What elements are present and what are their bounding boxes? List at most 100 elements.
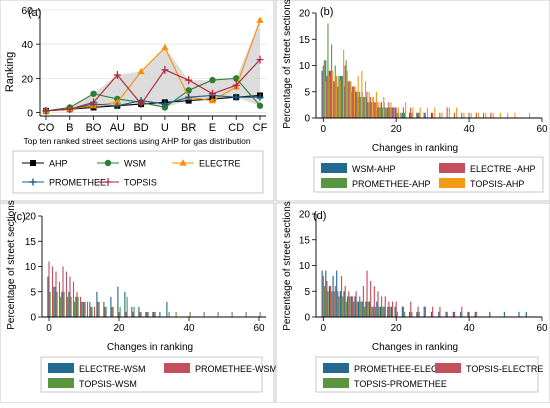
panel-a-xtick-label-bo: BO (86, 122, 102, 134)
panel-a-series-topsis-point-au (113, 70, 121, 79)
panel-c-legend-swatch-electre-wsm (48, 363, 74, 373)
panel-d-series-topsis-electre-bar-7 (348, 291, 350, 317)
panel-d-series-promethee-electre-bar-0 (321, 270, 323, 317)
panel-d-legend-swatch-promethee-electre (323, 363, 349, 373)
panel-c-ytick-label-0: 0 (30, 313, 36, 324)
panel-b-series-topsis-ahp-bar-44 (485, 112, 487, 118)
panel-b-series-topsis-ahp-bar-38 (463, 112, 465, 118)
panel-d-series-topsis-electre-bar-2 (330, 286, 332, 317)
panel-a-series-topsis-point-cd (232, 81, 240, 90)
panel-c-xlabel: Changes in ranking (107, 342, 193, 353)
panel-d-series-topsis-electre-bar-34 (446, 311, 448, 317)
panel-a-series-promethee-line (45, 94, 260, 112)
panel-b-series-topsis-ahp-bar-22 (405, 102, 407, 118)
panel-c-series-topsis-wsm-bar-3 (60, 296, 62, 317)
panel-c-legend-swatch-topsis-wsm (48, 378, 74, 388)
panel-b-series-electre-ahp-bar-5 (340, 76, 342, 118)
panel-b-series-topsis-ahp-bar-11 (364, 81, 367, 118)
panel-b-series-topsis-ahp-bar-40 (470, 112, 472, 118)
panel-b-series-wsm-ahp-bar-18 (387, 107, 389, 118)
panel-d-series-topsis-electre-bar-30 (432, 306, 434, 317)
panel-d-series-topsis-electre-bar-19 (391, 301, 394, 317)
panel-c-series-topsis-wsm-bar-48 (217, 311, 219, 317)
panel-a-series-electre-point-bd-shape (137, 67, 145, 75)
panel-a-legend-box (12, 150, 264, 194)
panel-a-legend-item-ahp: AHP (22, 159, 68, 169)
panel-c-series-electre-wsm-bar-26 (138, 306, 140, 317)
panel-c-series-promethee-wsm-bar-16 (104, 306, 106, 317)
panel-a-xtick-label-cd: CD (228, 122, 244, 134)
panel-b-series-electre-ahp-bar-17 (384, 107, 386, 118)
panel-b-series-topsis-ahp-bar-3 (335, 76, 337, 118)
panel-a-series-topsis-point-br-shape (185, 76, 193, 85)
panel-a-series-electre-point-u (161, 43, 169, 51)
panel-c-legend-label-electre-wsm: ELECTRE-WSM (79, 364, 146, 374)
panel-d-series-topsis-electre-bar-26 (417, 306, 419, 317)
panel-b-series-topsis-ahp-bar-42 (477, 112, 480, 118)
panel-d-legend: PROMETHEE-ELECTRE TOPSIS-ELECTRE TOPSIS-PR… (315, 356, 543, 393)
panel-d-series-topsis-electre-bar-22 (402, 306, 405, 317)
panel-c-series-promethee-wsm-bar-1 (51, 266, 54, 317)
panel-d-series-promethee-electre-bar-13 (368, 301, 371, 317)
panel-d-series-promethee-electre-bar-24 (409, 311, 411, 317)
panel-b-series-electre-ahp-bar-20 (395, 107, 397, 118)
panel-d-series-topsis-electre-bar-5 (340, 275, 343, 317)
panel-c-series-topsis-wsm-bar-2 (56, 291, 58, 317)
panel-a-ytick-label-20: 20 (21, 73, 33, 85)
panel-a-series-wsm-point-br-shape (185, 87, 192, 94)
panel-c-series-promethee-wsm-bar-14 (97, 301, 99, 317)
panel-a-series-wsm-point-br (185, 87, 192, 94)
panel-d-series-topsis-electre-bar-0 (322, 275, 324, 317)
panel-b-label: (b) (320, 6, 333, 18)
panel-d-series-topsis-electre-bar-3 (333, 291, 335, 317)
panel-d-series-promethee-electre-bar-7 (347, 296, 349, 317)
panel-d-series-topsis-promethee-bar-22 (404, 311, 406, 317)
panel-c-ytick-label-20: 20 (25, 212, 37, 223)
panel-b-xtick-label-40: 40 (464, 124, 476, 135)
panel-b-series-promethee-ahp-bar-20 (396, 112, 398, 118)
panel-b-series-topsis-ahp-bar-16 (383, 97, 385, 118)
panel-d-legend-box (315, 356, 539, 393)
panel-d-series-topsis-electre-bar-40 (468, 311, 470, 317)
panel-a-legend-marker-ahp (30, 160, 36, 166)
panel-b-series-electre-ahp-bar-24 (410, 107, 412, 118)
panel-c-series-topsis-wsm-bar-1 (53, 286, 55, 317)
panel-d-series-promethee-electre-bar-50 (503, 311, 505, 317)
panel-d-series-promethee-electre-bar-22 (401, 306, 403, 317)
panel-c-ytick-label-5: 5 (30, 287, 36, 298)
panel-a-xtick-label-au: AU (110, 122, 125, 134)
panel-d-series-promethee-electre-bar-28 (423, 306, 425, 317)
panel-c-xtick-label-20: 20 (113, 323, 125, 334)
panel-c-series-promethee-wsm-bar-20 (118, 311, 120, 317)
panel-b-series-electre-ahp-bar-30 (432, 112, 434, 118)
panel-d-series-topsis-promethee-bar-26 (418, 311, 420, 317)
panel-a-series-electre-point-bd (137, 67, 145, 75)
panel-a-series-topsis-point-u-shape (161, 65, 169, 74)
panel-b: (b) Percentage of street sections Change… (275, 0, 550, 202)
panel-c-series-promethee-wsm-bar-5 (65, 271, 68, 317)
panel-b-series-topsis-ahp-bar-36 (456, 107, 458, 118)
panel-c-series-topsis-wsm-bar-52 (231, 311, 233, 317)
panel-c-series-topsis-wsm-bar-20 (119, 306, 121, 317)
panel-c-series-electre-wsm-bar-28 (145, 311, 147, 317)
panel-a-series-topsis-point-bo (90, 98, 98, 107)
panel-d-series-promethee-electre-bar-30 (430, 311, 433, 317)
panel-b-series-electre-ahp-bar-42 (475, 112, 477, 118)
panel-d-bars (321, 270, 527, 317)
panel-b-series-topsis-ahp-bar-50 (507, 112, 509, 118)
panel-b-series-topsis-ahp-bar-34 (448, 107, 450, 118)
panel-d-series-promethee-electre-bar-34 (445, 311, 447, 317)
panel-a-series-topsis-point-cf (256, 55, 264, 64)
panel-b-series-electre-ahp-bar-14 (373, 102, 375, 118)
panel-b-series-promethee-ahp-bar-6 (345, 60, 347, 118)
panel-c-label: (c) (13, 211, 26, 223)
panel-b-series-promethee-ahp-bar-22 (403, 112, 406, 118)
panel-a-series-topsis-point-bd (137, 100, 145, 109)
panel-d-series-promethee-electre-bar-20 (394, 306, 396, 317)
panel-d-series-promethee-electre-bar-38 (460, 311, 462, 317)
panel-d-series-topsis-electre-bar-8 (351, 296, 354, 317)
panel-c-series-promethee-wsm-bar-28 (146, 311, 148, 317)
panel-b-series-promethee-ahp-bar-21 (400, 112, 402, 118)
panel-d-legend-swatch-topsis-electre (435, 363, 461, 373)
panel-b-series-electre-ahp-bar-1 (326, 76, 328, 118)
